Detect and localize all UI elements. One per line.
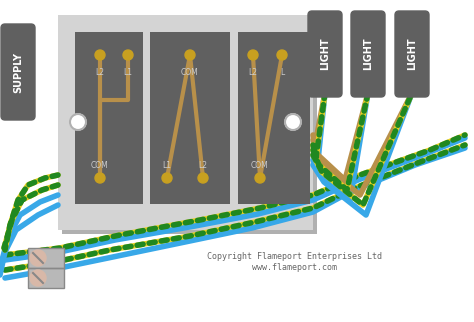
Text: COM: COM — [91, 161, 109, 170]
Bar — [75, 32, 143, 204]
Bar — [28, 268, 64, 288]
Circle shape — [185, 50, 195, 60]
Bar — [150, 32, 230, 204]
Text: COM: COM — [181, 68, 199, 77]
Circle shape — [95, 50, 105, 60]
FancyBboxPatch shape — [308, 11, 342, 97]
Text: L2: L2 — [95, 68, 104, 77]
Bar — [28, 248, 64, 268]
Circle shape — [285, 114, 301, 130]
Text: L1: L1 — [124, 68, 133, 77]
Text: L: L — [280, 68, 284, 77]
Text: LIGHT: LIGHT — [363, 38, 373, 70]
Bar — [238, 32, 310, 204]
Text: Copyright Flameport Enterprises Ltd
www.flameport.com: Copyright Flameport Enterprises Ltd www.… — [208, 252, 383, 272]
FancyBboxPatch shape — [351, 11, 385, 97]
FancyBboxPatch shape — [1, 24, 35, 120]
Text: L1: L1 — [163, 161, 172, 170]
Circle shape — [162, 173, 172, 183]
Text: COM: COM — [251, 161, 269, 170]
Circle shape — [198, 173, 208, 183]
Text: L2: L2 — [199, 161, 208, 170]
FancyBboxPatch shape — [395, 11, 429, 97]
Circle shape — [95, 173, 105, 183]
Bar — [28, 268, 64, 288]
Circle shape — [30, 270, 46, 286]
Circle shape — [248, 50, 258, 60]
Circle shape — [123, 50, 133, 60]
Circle shape — [70, 114, 86, 130]
Bar — [58, 15, 313, 230]
Text: LIGHT: LIGHT — [320, 38, 330, 70]
Circle shape — [255, 173, 265, 183]
Text: L2: L2 — [248, 68, 257, 77]
Bar — [62, 19, 317, 234]
Text: LIGHT: LIGHT — [407, 38, 417, 70]
Text: SUPPLY: SUPPLY — [13, 52, 23, 92]
Circle shape — [30, 250, 46, 266]
Bar — [28, 248, 64, 268]
Circle shape — [277, 50, 287, 60]
